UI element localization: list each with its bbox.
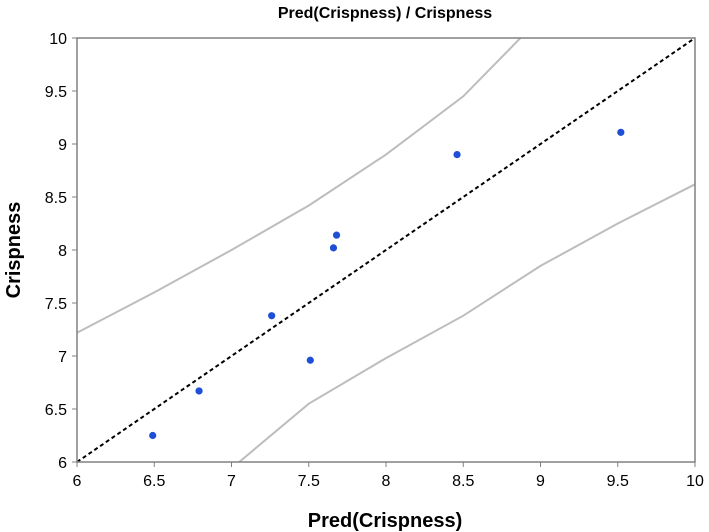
data-point-3 bbox=[268, 312, 276, 320]
data-point-4 bbox=[306, 356, 314, 364]
x-tick-label: 10 bbox=[686, 473, 704, 490]
y-axis-title: Crispness bbox=[3, 202, 25, 299]
x-tick-label: 8.5 bbox=[452, 473, 474, 490]
y-tick-label: 10 bbox=[49, 31, 67, 48]
y-tick-label: 9 bbox=[58, 137, 67, 154]
x-tick-label: 7 bbox=[227, 473, 236, 490]
chart-title: Pred(Crispness) / Crispness bbox=[278, 5, 492, 22]
y-tick-label: 6 bbox=[58, 455, 67, 472]
x-tick-label: 9.5 bbox=[607, 473, 629, 490]
y-tick-label: 6.5 bbox=[45, 402, 67, 419]
data-point-8 bbox=[617, 128, 625, 136]
x-tick-label: 6 bbox=[73, 473, 82, 490]
data-point-7 bbox=[453, 151, 461, 159]
x-tick-label: 8 bbox=[382, 473, 391, 490]
plot-frame bbox=[76, 37, 696, 463]
confidence-band-2 bbox=[238, 183, 696, 463]
reference-line bbox=[76, 37, 696, 463]
y-tick-label: 8.5 bbox=[45, 190, 67, 207]
y-tick-label: 7.5 bbox=[45, 296, 67, 313]
x-axis-title: Pred(Crispness) bbox=[308, 510, 463, 532]
confidence-band-1 bbox=[76, 37, 522, 334]
data-point-5 bbox=[329, 244, 338, 252]
y-tick-label: 7 bbox=[58, 349, 67, 366]
y-tick-label: 9.5 bbox=[45, 84, 67, 101]
data-point-1 bbox=[149, 431, 157, 440]
y-tick-label: 8 bbox=[58, 243, 67, 260]
x-tick-label: 7.5 bbox=[298, 473, 320, 490]
data-point-2 bbox=[195, 387, 203, 395]
x-tick-label: 9 bbox=[536, 473, 545, 490]
x-tick-label: 6.5 bbox=[143, 473, 165, 490]
data-point-6 bbox=[332, 231, 341, 239]
